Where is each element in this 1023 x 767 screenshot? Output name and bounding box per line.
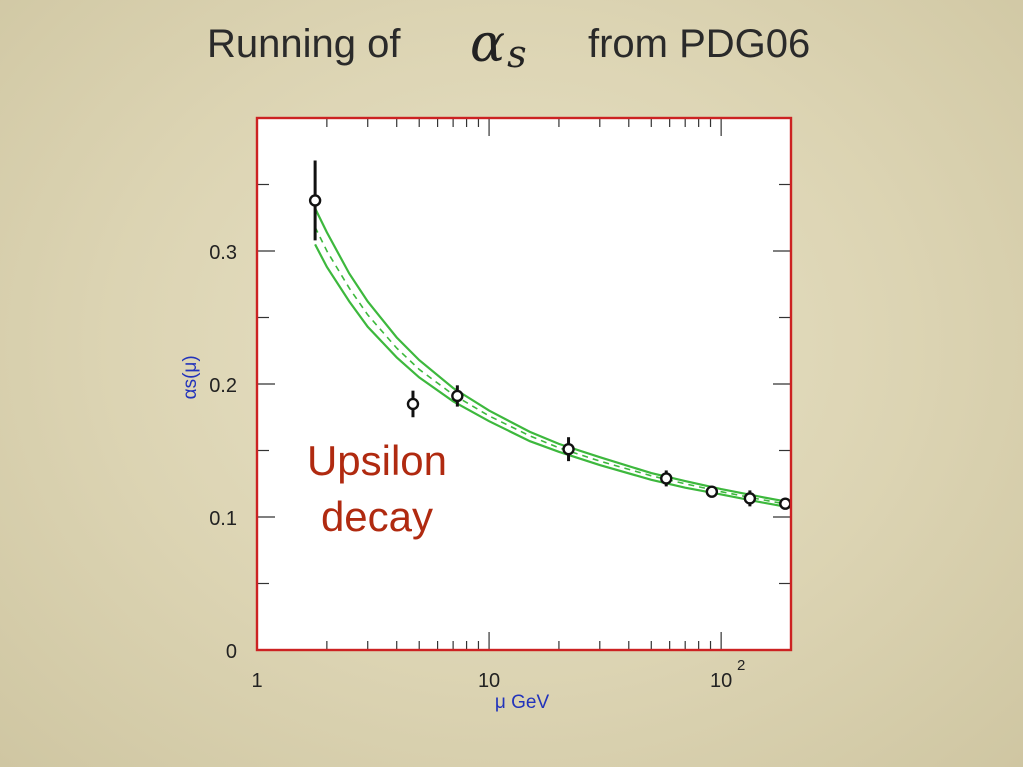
data-point xyxy=(562,442,575,456)
x-tick-label: 10 xyxy=(478,670,500,692)
plot-frame xyxy=(255,116,793,652)
data-point xyxy=(779,497,792,510)
plot-area xyxy=(257,118,791,650)
x-tick-label-exponent: 2 xyxy=(737,657,745,674)
data-point xyxy=(743,492,757,505)
data-point xyxy=(406,397,420,411)
upsilon-decay-annotation: decay xyxy=(321,493,433,540)
y-tick-label: 0.2 xyxy=(209,375,237,397)
y-axis-label: αs(μ) xyxy=(180,355,201,399)
alpha-symbol: α xyxy=(470,14,506,74)
x-tick-label: 1 xyxy=(251,670,262,692)
data-point xyxy=(660,472,673,485)
slide-title: Running of αs from PDG06 xyxy=(0,14,1023,82)
title-suffix: from PDG06 xyxy=(588,22,811,66)
band-lower-curve xyxy=(314,243,792,509)
y-tick-label: 0 xyxy=(226,641,237,663)
upsilon-decay-annotation: Upsilon xyxy=(307,437,447,484)
band-central-curve xyxy=(314,226,792,506)
y-tick-label: 0.3 xyxy=(209,242,237,264)
x-tick-label: 10 xyxy=(710,670,732,692)
title-prefix: Running of xyxy=(207,22,401,66)
data-point xyxy=(451,389,464,403)
data-point xyxy=(308,194,322,207)
y-tick-label: 0.1 xyxy=(209,508,237,530)
alpha-subscript: s xyxy=(507,32,527,76)
data-points xyxy=(308,160,792,510)
x-axis-label: μ GeV xyxy=(495,692,550,713)
alpha-s-symbol: αs xyxy=(470,14,527,76)
band-upper-curve xyxy=(314,207,792,504)
data-point xyxy=(705,485,719,498)
